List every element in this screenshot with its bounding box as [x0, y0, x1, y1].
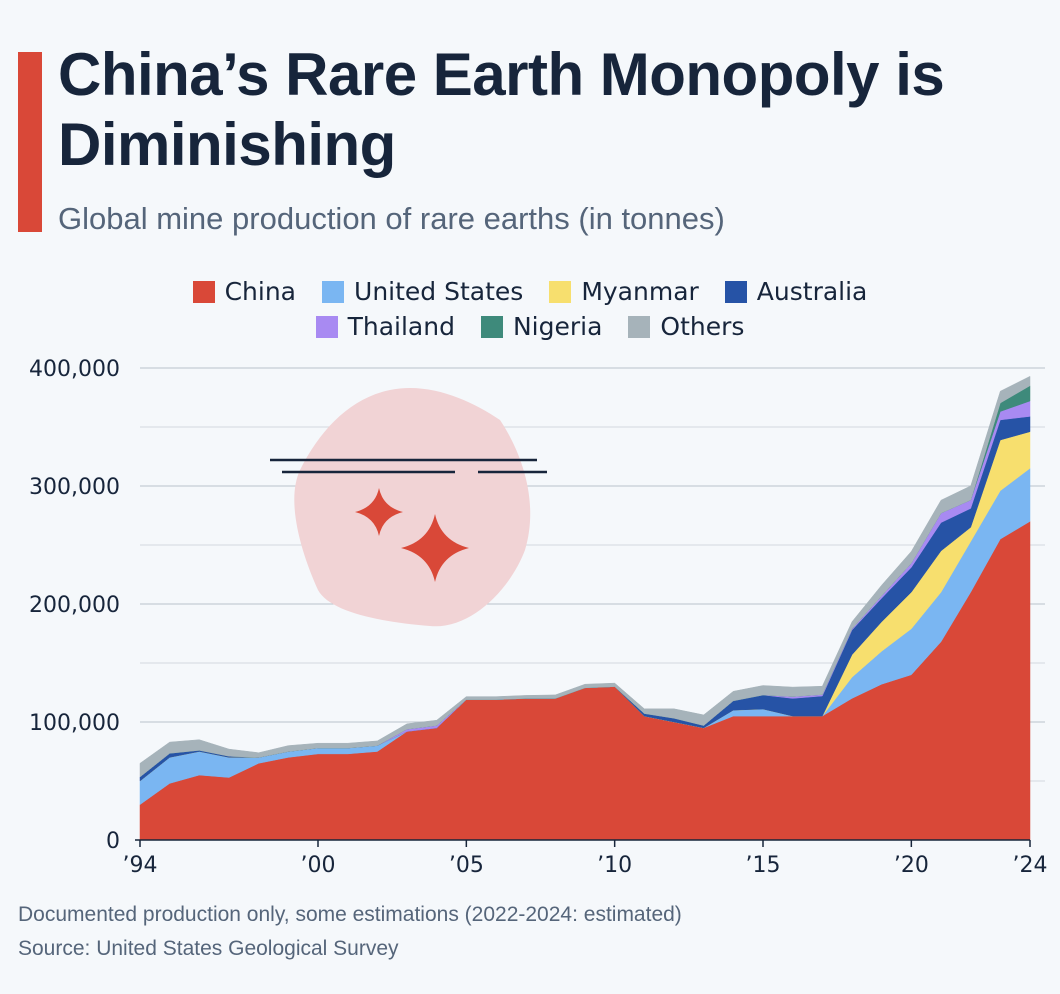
- legend-label-china: China: [224, 277, 297, 306]
- legend-label-myanmar: Myanmar: [581, 277, 699, 306]
- legend-swatch-others: [628, 315, 651, 338]
- legend-item-australia: Australia: [724, 277, 868, 306]
- x-tick-label: ’05: [449, 853, 484, 878]
- legend-item-nigeria: Nigeria: [480, 312, 603, 341]
- sparkle-illustration: [270, 388, 547, 627]
- y-tick-label: 100,000: [29, 711, 120, 736]
- x-tick-label: ’00: [301, 853, 336, 878]
- area-others: [139, 376, 1031, 778]
- source-note: Source: United States Geological Survey: [18, 937, 399, 960]
- y-tick-label: 0: [106, 829, 120, 854]
- legend-item-china: China: [192, 277, 297, 306]
- x-tick-label: ’24: [1013, 853, 1048, 878]
- stacked-area-chart: 0 100,000 200,000 300,000 400,000 ’94 ’00 ’05 ’1…: [29, 357, 1047, 878]
- legend: China United States Myanmar Australia Th…: [0, 274, 1060, 344]
- legend-label-united-states: United States: [354, 277, 524, 306]
- sparkle-blob-background: [294, 388, 531, 627]
- x-tick-label: ’20: [894, 853, 929, 878]
- legend-label-nigeria: Nigeria: [512, 312, 603, 341]
- y-tick-label: 400,000: [29, 357, 120, 382]
- legend-item-myanmar: Myanmar: [549, 277, 699, 306]
- legend-label-thailand: Thailand: [347, 312, 455, 341]
- legend-swatch-australia: [724, 280, 747, 303]
- chart-subtitle: Global mine production of rare earths (i…: [58, 201, 725, 236]
- axes: 0 100,000 200,000 300,000 400,000 ’94 ’00 ’05 ’1…: [29, 357, 1047, 878]
- legend-item-thailand: Thailand: [315, 312, 455, 341]
- legend-item-others: Others: [628, 312, 744, 341]
- title-accent-bar: [18, 52, 42, 232]
- y-tick-label: 200,000: [29, 593, 120, 618]
- legend-row-1: China United States Myanmar Australia: [0, 274, 1060, 309]
- legend-swatch-myanmar: [549, 280, 572, 303]
- sparkle-small-icon: [355, 488, 403, 536]
- legend-swatch-china: [192, 280, 215, 303]
- y-tick-label: 300,000: [29, 475, 120, 500]
- x-tick-label: ’94: [123, 853, 158, 878]
- legend-label-australia: Australia: [756, 277, 868, 306]
- sparkle-large-icon: [401, 514, 469, 582]
- legend-swatch-united-states: [322, 280, 345, 303]
- legend-row-2: Thailand Nigeria Others: [0, 309, 1060, 344]
- legend-label-others: Others: [660, 312, 745, 341]
- x-tick-label: ’15: [746, 853, 781, 878]
- footnote: Documented production only, some estimat…: [18, 903, 682, 926]
- legend-swatch-thailand: [315, 315, 338, 338]
- chart-title: China’s Rare Earth Monopoly is Diminishi…: [58, 41, 945, 178]
- legend-item-united-states: United States: [322, 277, 523, 306]
- x-tick-label: ’10: [597, 853, 632, 878]
- area-series-layer: [139, 376, 1031, 841]
- legend-swatch-nigeria: [480, 315, 503, 338]
